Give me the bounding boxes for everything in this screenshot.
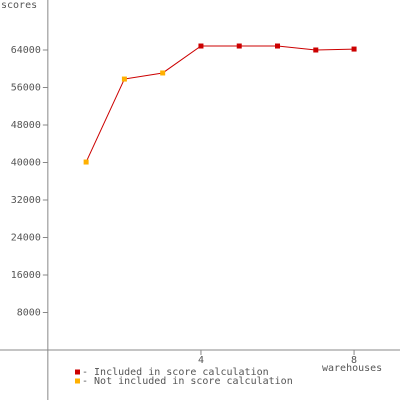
point	[160, 70, 166, 76]
point	[313, 47, 319, 53]
x-tick-label: 4	[198, 355, 204, 366]
point	[236, 43, 242, 49]
legend-label: - Not included in score calculation	[82, 376, 293, 387]
point	[121, 76, 127, 82]
y-tick-label: 16000	[11, 270, 41, 281]
y-axis-label: scores	[1, 0, 37, 11]
x-tick-label: 8	[351, 355, 357, 366]
point	[351, 46, 357, 52]
y-tick-label: 40000	[11, 158, 41, 169]
y-tick-label: 64000	[11, 45, 41, 56]
legend-label: - Included in score calculation	[82, 367, 269, 378]
point	[83, 159, 89, 165]
point	[275, 43, 281, 49]
y-tick-label: 48000	[11, 120, 41, 131]
y-tick-label: 32000	[11, 195, 41, 206]
y-tick-label: 8000	[17, 307, 41, 318]
point	[198, 43, 204, 49]
y-tick-label: 56000	[11, 83, 41, 94]
series-line	[85, 45, 355, 163]
legend-swatch	[75, 378, 80, 384]
y-tick-label: 24000	[11, 232, 41, 243]
x-axis-label: warehouses	[322, 363, 382, 374]
legend-swatch	[75, 369, 80, 375]
